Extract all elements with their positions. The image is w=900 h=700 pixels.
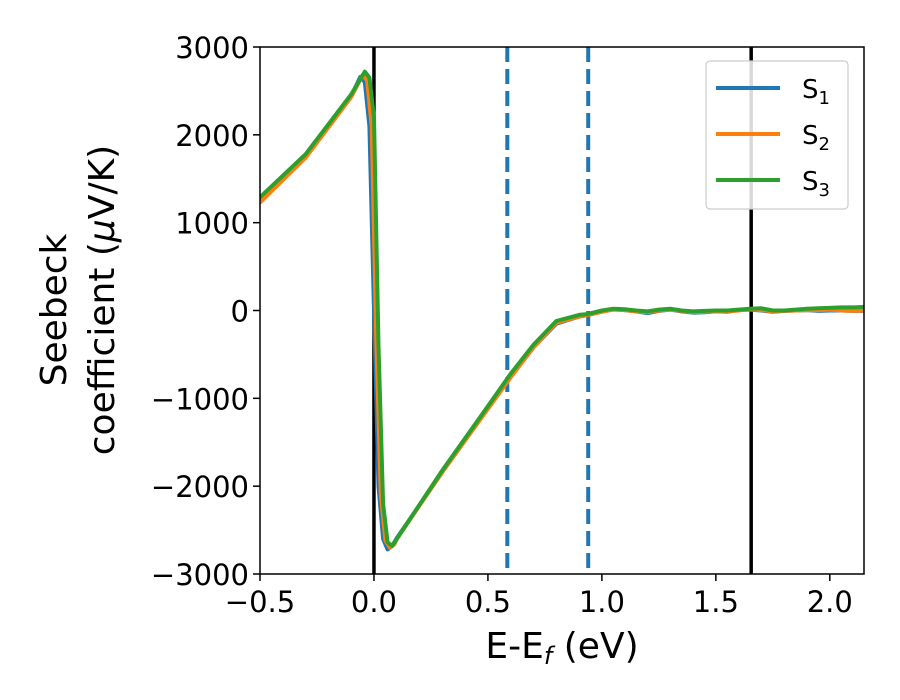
x-tick-label: 1.0 xyxy=(579,585,625,619)
series-line-s3 xyxy=(260,69,864,548)
x-tick-label: 0.5 xyxy=(465,585,511,619)
y-tick-label: −3000 xyxy=(151,558,249,592)
x-axis-title: E-Ef (eV) xyxy=(485,626,638,670)
y-tick-label: −2000 xyxy=(151,470,249,504)
legend-label-s3: S3 xyxy=(802,167,830,201)
legend: S1 S2 S3 xyxy=(705,60,849,210)
x-tick-label: 1.5 xyxy=(693,585,739,619)
x-tick-label: 2.0 xyxy=(807,585,853,619)
legend-label-s2: S2 xyxy=(802,121,830,155)
series-lines xyxy=(260,69,864,552)
x-tick-label: −0.5 xyxy=(225,585,295,619)
x-tick-label: 0.0 xyxy=(351,585,397,619)
y-axis-ticks: −3000 −2000 −1000 0 1000 2000 3000 xyxy=(151,31,260,592)
y-tick-label: 3000 xyxy=(175,31,249,65)
y-tick-label: 1000 xyxy=(175,207,249,241)
legend-label-s1: S1 xyxy=(802,75,830,109)
y-tick-label: 0 xyxy=(231,295,249,329)
y-tick-label: 2000 xyxy=(175,119,249,153)
y-axis-title-line2: coefficient (μV/K) xyxy=(82,145,123,455)
y-axis-title-line1: Seebeck xyxy=(34,233,75,386)
y-tick-label: −1000 xyxy=(151,382,249,416)
x-axis-ticks: −0.5 0.0 0.5 1.0 1.5 2.0 xyxy=(225,574,853,619)
